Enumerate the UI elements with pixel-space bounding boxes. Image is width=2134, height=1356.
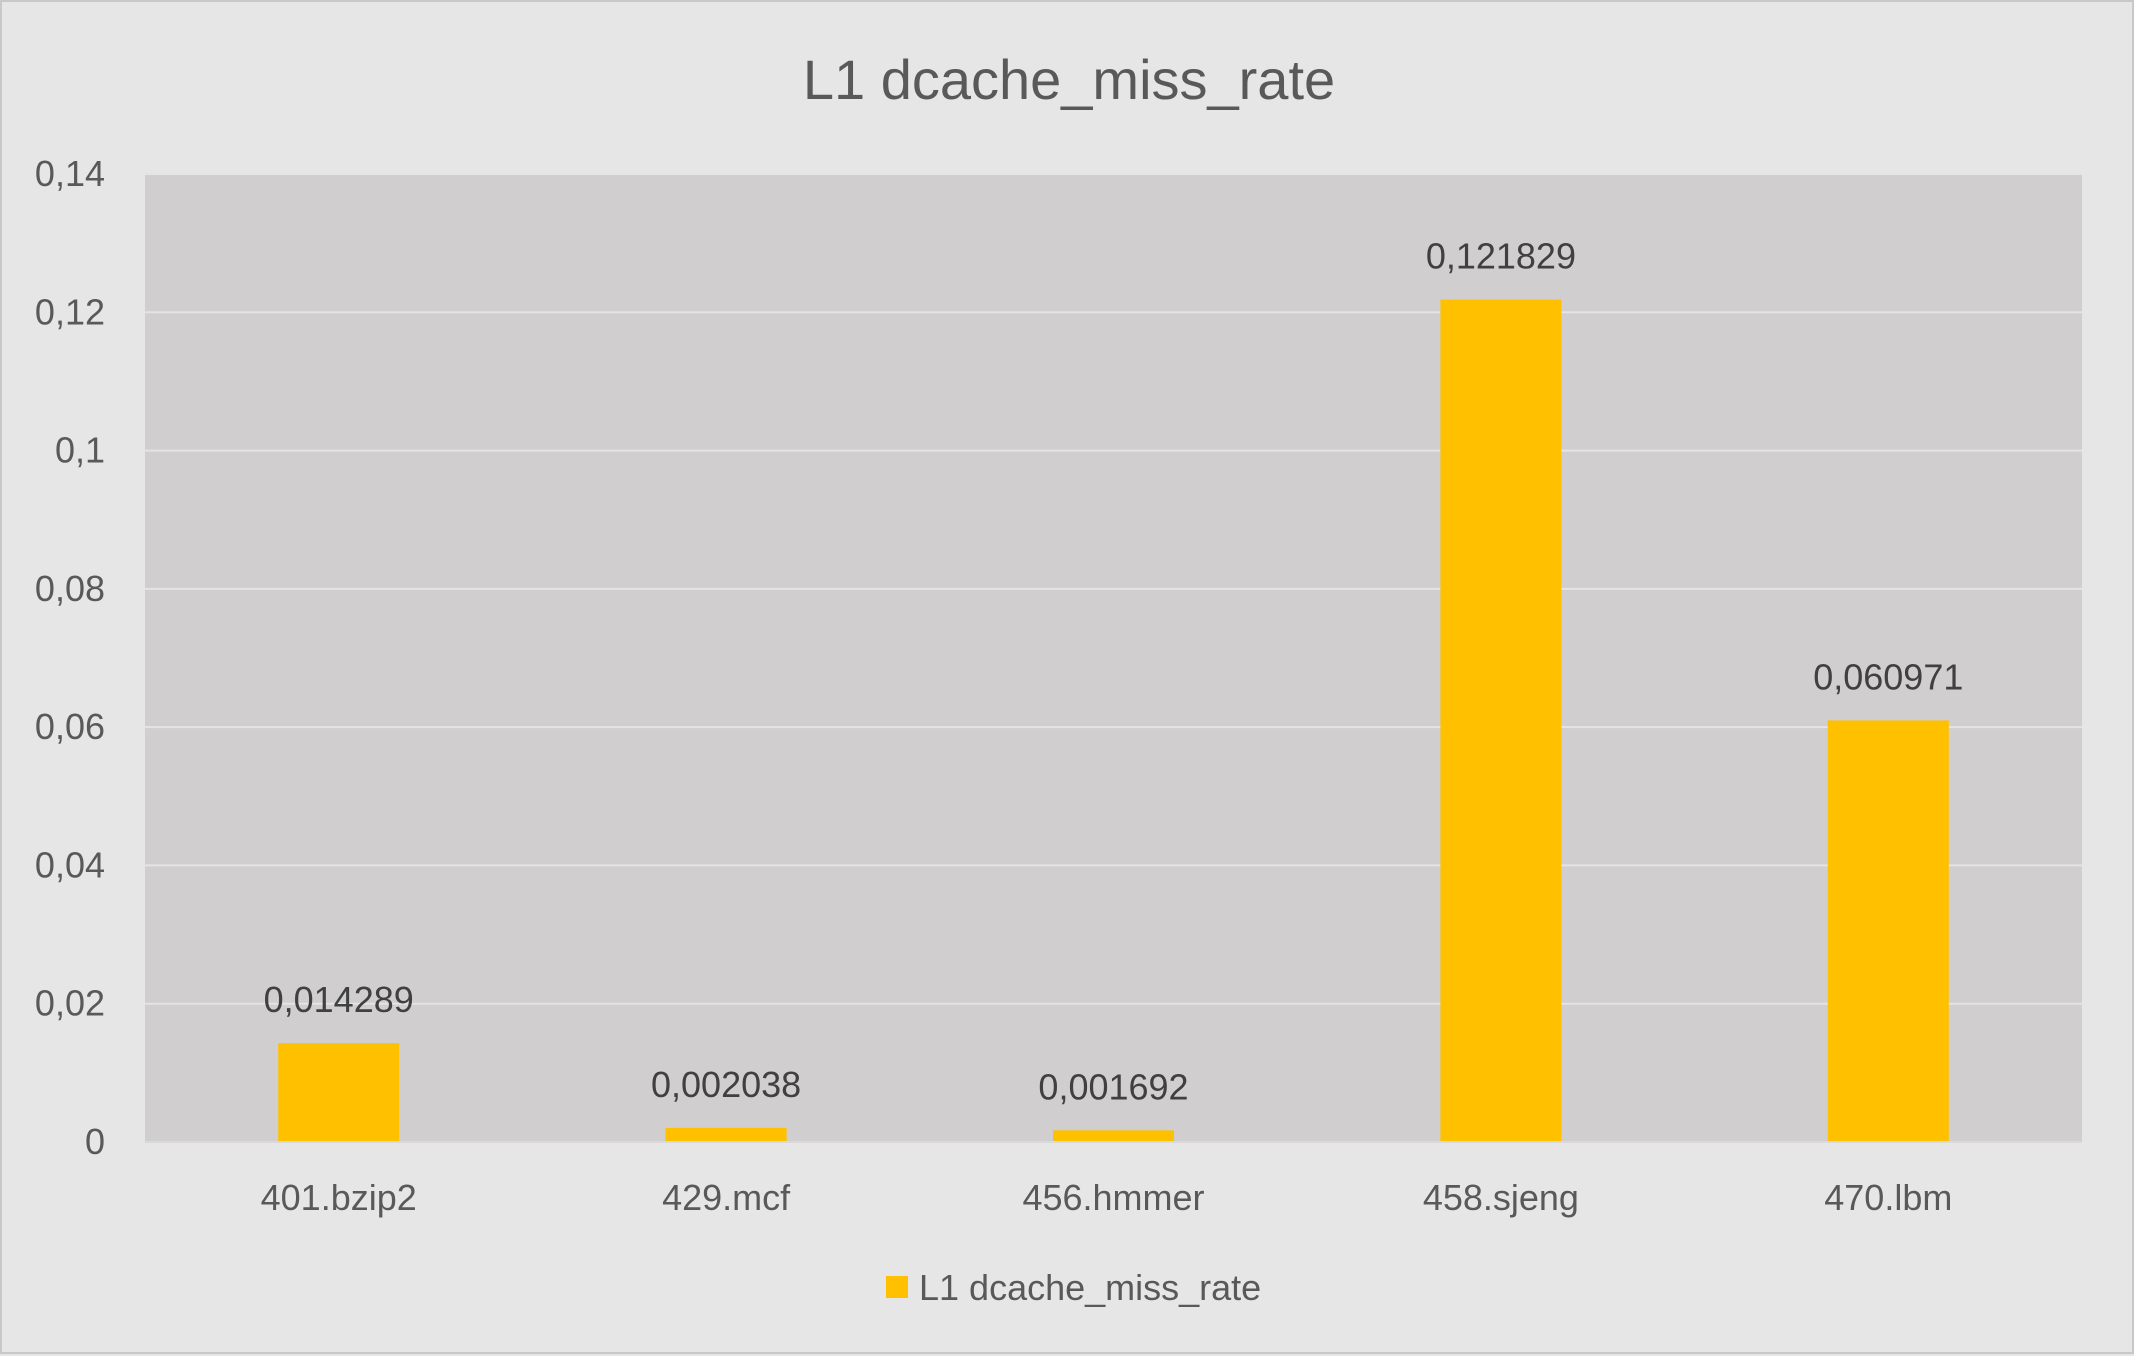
legend: L1 dcache_miss_rate bbox=[886, 1267, 1261, 1308]
x-tick-label: 456.hmmer bbox=[1022, 1177, 1204, 1218]
y-tick-label: 0,08 bbox=[35, 568, 105, 609]
y-tick-label: 0 bbox=[85, 1121, 105, 1162]
x-tick-label: 401.bzip2 bbox=[261, 1177, 417, 1218]
data-label: 0,001692 bbox=[1038, 1066, 1188, 1107]
y-tick-label: 0,04 bbox=[35, 844, 105, 885]
y-axis-ticks: 0 0,02 0,04 0,06 0,08 0,1 0,12 0,14 bbox=[35, 153, 105, 1162]
legend-label: L1 dcache_miss_rate bbox=[919, 1267, 1261, 1308]
bars bbox=[278, 299, 1949, 1142]
bar bbox=[665, 1127, 787, 1142]
data-label: 0,121829 bbox=[1426, 236, 1576, 277]
x-tick-label: 470.lbm bbox=[1824, 1177, 1952, 1218]
bar bbox=[1827, 720, 1949, 1142]
plot-area bbox=[145, 174, 2082, 1142]
gridlines bbox=[145, 173, 2082, 1005]
y-tick-label: 0,14 bbox=[35, 153, 105, 194]
bar bbox=[1440, 299, 1562, 1142]
y-tick-label: 0,02 bbox=[35, 983, 105, 1024]
y-tick-label: 0,06 bbox=[35, 706, 105, 747]
bar bbox=[278, 1043, 400, 1142]
x-tick-label: 458.sjeng bbox=[1423, 1177, 1579, 1218]
x-tick-label: 429.mcf bbox=[662, 1177, 791, 1218]
legend-swatch bbox=[886, 1276, 908, 1298]
y-tick-label: 0,1 bbox=[55, 430, 105, 471]
data-labels: 0,014289 0,002038 0,001692 0,121829 0,060971 bbox=[264, 236, 1964, 1108]
bar bbox=[1053, 1130, 1174, 1142]
data-label: 0,002038 bbox=[651, 1064, 801, 1105]
data-label: 0,014289 bbox=[264, 979, 414, 1020]
data-label: 0,060971 bbox=[1813, 656, 1963, 697]
x-axis-ticks: 401.bzip2 429.mcf 456.hmmer 458.sjeng 470.lb… bbox=[261, 1177, 1953, 1218]
y-tick-label: 0,12 bbox=[35, 291, 105, 332]
chart-title: L1 dcache_miss_rate bbox=[803, 48, 1335, 111]
